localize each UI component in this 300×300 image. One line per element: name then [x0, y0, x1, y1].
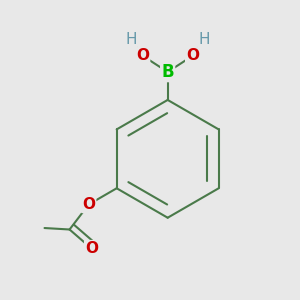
Text: O: O [85, 241, 98, 256]
Text: O: O [186, 48, 199, 63]
Text: H: H [125, 32, 136, 47]
Text: B: B [161, 63, 174, 81]
Text: O: O [136, 48, 149, 63]
Text: H: H [199, 32, 210, 47]
Text: O: O [82, 197, 95, 212]
